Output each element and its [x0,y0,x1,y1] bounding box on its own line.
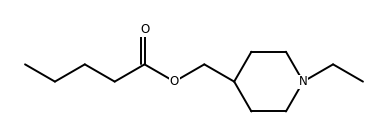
Text: N: N [299,75,308,88]
Text: O: O [170,75,179,88]
Text: O: O [140,23,149,36]
